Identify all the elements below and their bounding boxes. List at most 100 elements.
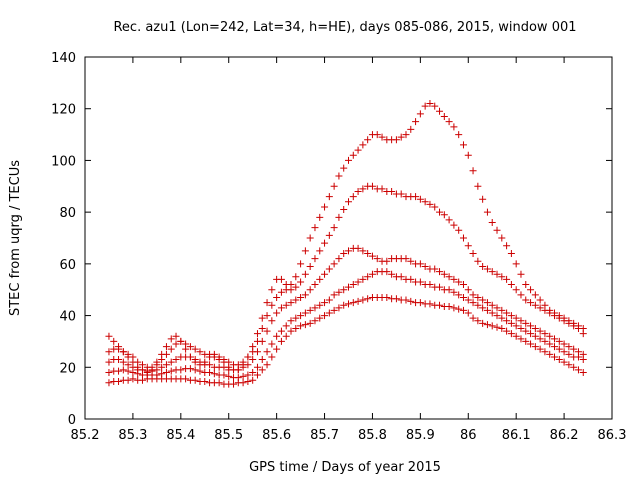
data-point xyxy=(541,337,549,345)
data-point xyxy=(330,182,338,190)
data-point xyxy=(321,270,329,278)
data-point xyxy=(517,270,525,278)
data-point xyxy=(450,304,458,312)
data-point xyxy=(488,218,496,226)
axis-ticks: 85.2 85.3 85.4 85.5 85.6 85.7 85.8 85.9 86 86.1 86… xyxy=(51,51,626,443)
data-point xyxy=(527,322,535,330)
x-tick-label: 85.6 xyxy=(262,428,291,443)
data-point xyxy=(292,283,300,291)
data-point xyxy=(459,234,467,242)
data-point xyxy=(325,193,333,201)
data-point xyxy=(196,348,204,356)
data-point xyxy=(440,211,448,219)
data-point xyxy=(340,250,348,258)
data-point xyxy=(282,332,290,340)
data-point xyxy=(306,306,314,314)
data-point xyxy=(349,151,357,159)
data-point xyxy=(541,301,549,309)
data-point xyxy=(488,301,496,309)
data-point xyxy=(273,293,281,301)
data-point xyxy=(196,367,204,375)
data-point xyxy=(306,234,314,242)
data-point xyxy=(368,270,376,278)
data-point xyxy=(301,309,309,317)
data-point xyxy=(555,345,563,353)
data-point xyxy=(455,291,463,299)
data-point xyxy=(268,301,276,309)
data-point xyxy=(364,250,372,258)
data-points xyxy=(105,100,587,388)
x-tick-label: 85.8 xyxy=(358,428,387,443)
data-point xyxy=(479,195,487,203)
data-point xyxy=(316,247,324,255)
data-point xyxy=(402,296,410,304)
data-point xyxy=(297,293,305,301)
data-point xyxy=(507,312,515,320)
data-point xyxy=(426,200,434,208)
data-point xyxy=(431,203,439,211)
data-point xyxy=(321,239,329,247)
data-point xyxy=(263,312,271,320)
x-tick-label: 85.7 xyxy=(310,428,339,443)
data-point xyxy=(345,156,352,164)
data-point xyxy=(392,295,400,303)
data-point xyxy=(191,358,199,366)
data-point xyxy=(230,380,238,388)
data-point xyxy=(503,317,511,325)
data-point xyxy=(292,273,300,281)
data-point xyxy=(277,327,285,335)
data-point xyxy=(249,376,257,384)
y-tick-label: 80 xyxy=(59,206,76,221)
data-point xyxy=(263,361,271,369)
data-point xyxy=(325,265,333,273)
data-point xyxy=(297,322,305,330)
data-point xyxy=(560,314,568,322)
data-point xyxy=(321,312,329,320)
data-point xyxy=(263,299,271,307)
data-point xyxy=(301,321,309,329)
data-point xyxy=(330,306,338,314)
data-point xyxy=(311,224,319,232)
data-point xyxy=(407,125,415,133)
data-point xyxy=(464,242,472,250)
data-point xyxy=(282,301,290,309)
data-point xyxy=(488,309,496,317)
data-point xyxy=(560,358,568,366)
data-point xyxy=(124,367,132,375)
data-point xyxy=(383,268,391,276)
data-point xyxy=(206,368,214,376)
data-point xyxy=(244,353,252,361)
data-point xyxy=(220,371,228,379)
data-point xyxy=(153,358,161,366)
data-point xyxy=(536,296,544,304)
data-point xyxy=(335,304,343,312)
data-point xyxy=(115,343,123,351)
x-tick-label: 86 xyxy=(460,428,477,443)
data-point xyxy=(158,350,166,358)
data-point xyxy=(287,299,295,307)
data-point xyxy=(301,270,309,278)
data-point xyxy=(177,366,185,374)
data-point xyxy=(421,262,429,270)
x-tick-label: 85.4 xyxy=(166,428,195,443)
data-point xyxy=(186,353,194,361)
series-arc-2 xyxy=(105,268,587,382)
data-point xyxy=(172,332,180,340)
data-point xyxy=(297,312,305,320)
data-point xyxy=(383,293,391,301)
data-point xyxy=(273,309,281,317)
data-point xyxy=(436,208,444,216)
data-point xyxy=(531,332,539,340)
y-tick-label: 140 xyxy=(51,51,76,66)
data-point xyxy=(206,361,214,369)
y-tick-label: 120 xyxy=(51,103,76,118)
data-point xyxy=(570,345,578,353)
data-point xyxy=(167,335,175,343)
data-point xyxy=(273,345,281,353)
data-point xyxy=(316,301,324,309)
data-point xyxy=(388,187,396,195)
data-point xyxy=(498,306,506,314)
data-point xyxy=(455,278,463,286)
data-point xyxy=(574,348,582,356)
data-point xyxy=(239,361,247,369)
